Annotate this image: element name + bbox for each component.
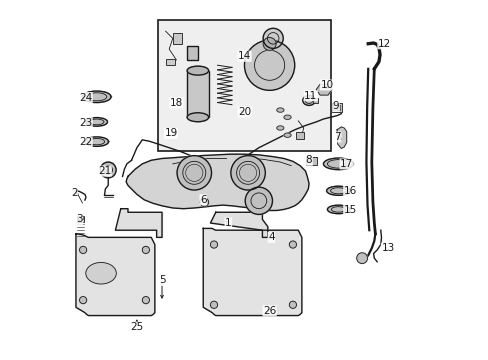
Bar: [296, 132, 304, 139]
Ellipse shape: [85, 137, 108, 147]
Text: 26: 26: [263, 306, 276, 316]
Ellipse shape: [326, 186, 349, 195]
Circle shape: [177, 156, 211, 190]
Circle shape: [289, 241, 296, 248]
Circle shape: [100, 162, 116, 178]
Text: 2: 2: [71, 188, 77, 198]
Circle shape: [142, 297, 149, 304]
Polygon shape: [76, 234, 155, 316]
Ellipse shape: [284, 133, 290, 137]
Bar: [305, 157, 316, 165]
Text: 7: 7: [334, 132, 340, 142]
Text: 25: 25: [130, 322, 143, 332]
Bar: [78, 216, 82, 219]
Text: 22: 22: [79, 138, 92, 147]
Circle shape: [244, 40, 294, 90]
Text: 23: 23: [79, 118, 92, 128]
Text: 14: 14: [237, 51, 251, 61]
Ellipse shape: [276, 126, 284, 130]
Text: 16: 16: [343, 186, 356, 196]
Circle shape: [230, 156, 265, 190]
Ellipse shape: [85, 262, 116, 284]
Circle shape: [80, 297, 86, 304]
Text: 3: 3: [76, 215, 82, 224]
Ellipse shape: [82, 91, 111, 103]
Circle shape: [263, 37, 276, 50]
Ellipse shape: [187, 66, 208, 75]
Circle shape: [356, 253, 367, 264]
Bar: [313, 98, 317, 103]
Text: 4: 4: [267, 232, 274, 242]
Bar: [77, 216, 83, 222]
Text: 6: 6: [200, 195, 206, 205]
Bar: [172, 33, 182, 44]
Text: 24: 24: [79, 93, 92, 103]
Circle shape: [210, 241, 217, 248]
Polygon shape: [203, 228, 301, 316]
Circle shape: [210, 301, 217, 309]
Ellipse shape: [86, 118, 107, 126]
Bar: [332, 103, 342, 112]
Text: 13: 13: [381, 243, 394, 253]
Text: 12: 12: [377, 39, 390, 49]
Polygon shape: [336, 127, 346, 148]
Ellipse shape: [187, 113, 208, 122]
Bar: [187, 45, 198, 60]
Text: 1: 1: [224, 218, 231, 228]
Text: 17: 17: [339, 159, 353, 169]
Text: 19: 19: [164, 129, 177, 138]
Text: 5: 5: [159, 275, 165, 285]
Circle shape: [200, 198, 208, 207]
Circle shape: [244, 187, 272, 215]
Circle shape: [289, 301, 296, 309]
Circle shape: [263, 28, 283, 48]
Bar: [165, 59, 174, 65]
Polygon shape: [210, 212, 267, 237]
Text: 20: 20: [238, 107, 250, 117]
Text: 9: 9: [332, 102, 339, 112]
Text: 8: 8: [305, 155, 312, 165]
Bar: [333, 105, 339, 111]
Polygon shape: [126, 154, 308, 211]
Text: 11: 11: [304, 91, 317, 101]
Bar: [187, 71, 208, 117]
Ellipse shape: [276, 108, 284, 112]
Text: 18: 18: [169, 98, 183, 108]
Ellipse shape: [302, 95, 315, 105]
Text: 21: 21: [98, 166, 111, 176]
Circle shape: [142, 246, 149, 253]
Polygon shape: [316, 84, 331, 95]
Text: 15: 15: [343, 206, 356, 216]
Ellipse shape: [323, 158, 353, 170]
Ellipse shape: [327, 205, 349, 214]
Circle shape: [80, 246, 86, 253]
Polygon shape: [115, 209, 162, 237]
Bar: [158, 21, 330, 151]
Text: 10: 10: [320, 80, 333, 90]
Ellipse shape: [284, 115, 290, 120]
